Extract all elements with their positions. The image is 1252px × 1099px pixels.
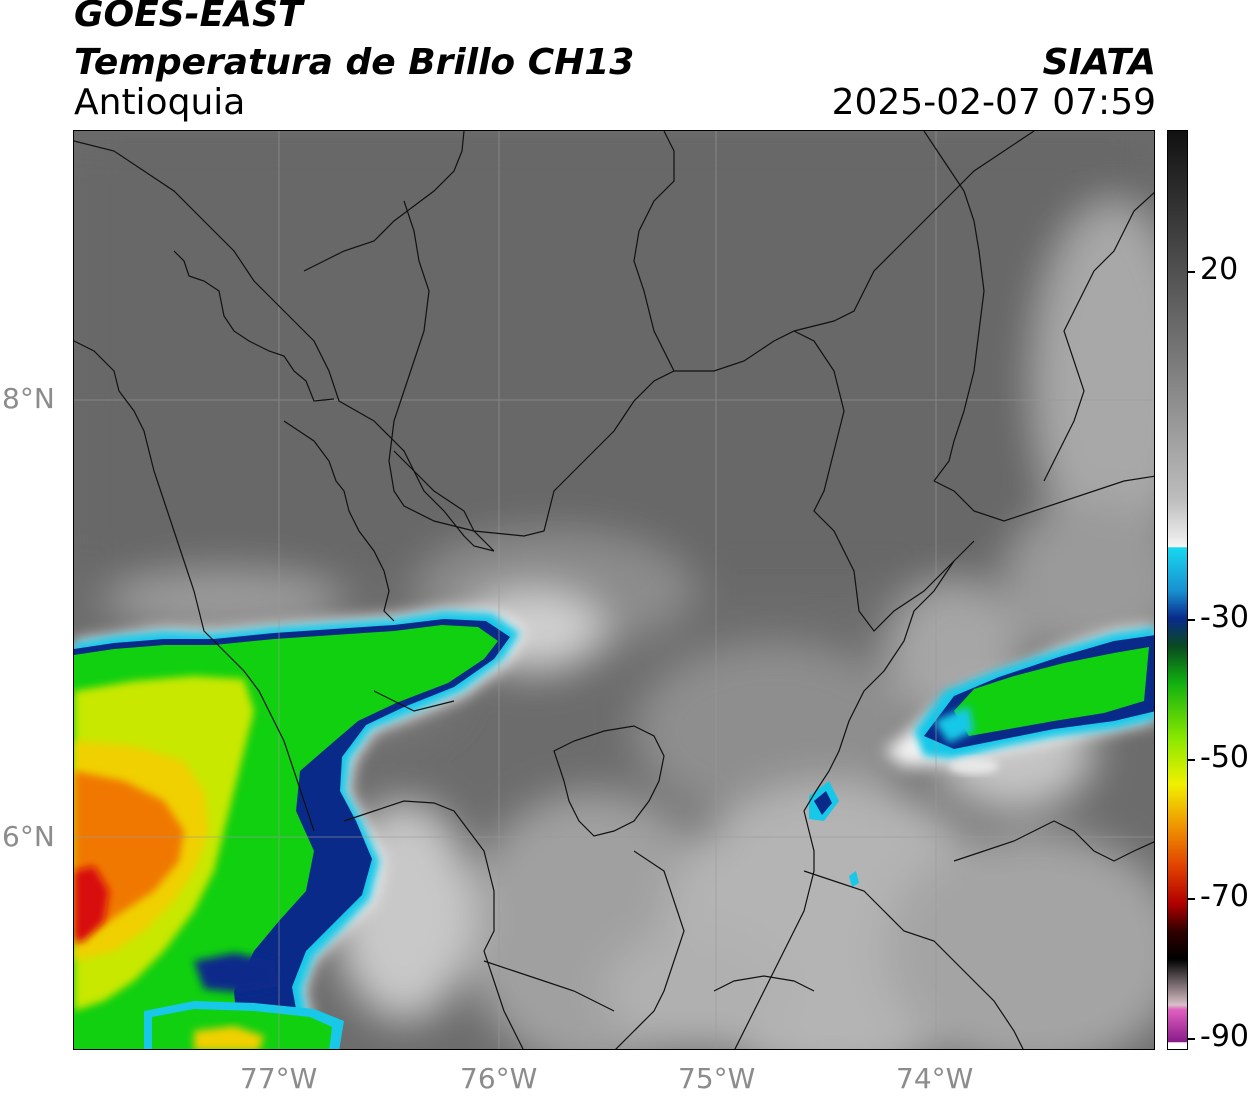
x-tick-label: 74°W: [896, 1062, 974, 1095]
x-tick-label: 77°W: [240, 1062, 318, 1095]
graticule: [74, 131, 1154, 1049]
gray-cloud-texture: [74, 131, 1154, 1049]
product-title: Temperatura de Brillo CH13: [74, 42, 635, 83]
colorbar-label: -90: [1200, 1019, 1249, 1054]
eastern-storm-band: [809, 626, 1154, 887]
region-title: Antioquia: [74, 82, 246, 123]
brightness-temperature-map[interactable]: [73, 130, 1155, 1050]
colorbar-tick: [1188, 1038, 1195, 1040]
colorbar: [1167, 130, 1188, 1050]
colorbar-label: 20: [1200, 252, 1239, 287]
colorbar-label: -50: [1200, 740, 1249, 775]
colorbar-tick: [1188, 759, 1195, 761]
y-tick-label: 8°N: [2, 382, 55, 415]
datetime-label: 2025-02-07 07:59: [831, 82, 1156, 123]
x-tick-label: 75°W: [678, 1062, 756, 1095]
colorbar-tick: [1188, 271, 1195, 273]
x-tick-label: 76°W: [460, 1062, 538, 1095]
organization-label: SIATA: [1042, 42, 1156, 83]
borders: [74, 131, 1154, 1049]
colorbar-label: -70: [1200, 879, 1249, 914]
satellite-title: GOES-EAST: [74, 0, 303, 35]
y-tick-label: 6°N: [2, 820, 55, 853]
colorbar-label: -30: [1200, 600, 1249, 635]
colorbar-tick: [1188, 898, 1195, 900]
colorbar-tick: [1188, 619, 1195, 621]
